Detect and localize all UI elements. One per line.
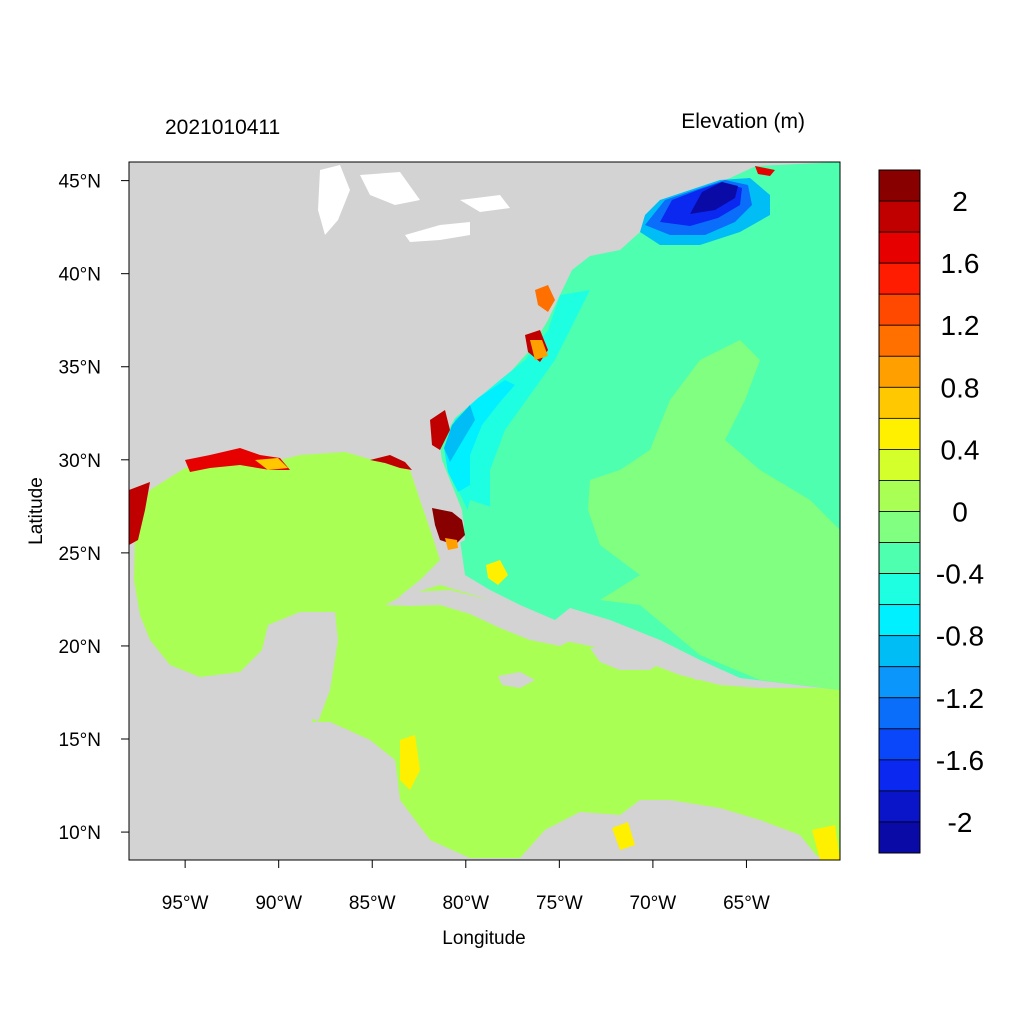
colorbar-tick-label: -1.2 [936, 683, 984, 714]
colorbar-swatch [878, 666, 921, 699]
colorbar-swatch [878, 417, 921, 450]
colorbar-labels: 2 1.6 1.2 0.8 0.4 0 -0.4 -0.8 -1.2 -1.6 -2 [936, 186, 984, 838]
colorbar-swatch [878, 169, 921, 202]
gulf-of-maine-low-4 [690, 182, 738, 214]
colorbar-swatch [878, 355, 921, 388]
colorbar-swatch [878, 635, 921, 668]
caribbean-sea [312, 585, 840, 860]
colorbar-swatch [878, 293, 921, 326]
colorbar-swatch [878, 231, 921, 264]
lat-tick-label: 40°N [59, 265, 101, 286]
louisiana-orange [255, 458, 288, 470]
colorbar-tick-label: 0.4 [941, 434, 980, 465]
colorbar-tick-label: -2 [948, 807, 973, 838]
colorbar-swatch [878, 449, 921, 481]
lat-tick-label: 25°N [59, 544, 101, 565]
puerto-rico-landmass [690, 670, 718, 680]
colorbar-swatch [878, 728, 921, 761]
colorbar-swatch [878, 542, 921, 574]
colorbar-swatch [878, 573, 921, 606]
colorbar-tick-label: 0 [952, 497, 968, 528]
lon-tick-label: 80°W [442, 893, 489, 914]
lat-tick-label: 35°N [59, 358, 101, 379]
yucatan-peninsula [262, 612, 338, 722]
cuba-landmass [385, 590, 572, 646]
cuba-north-yellow [486, 560, 508, 585]
colorbar-swatch [878, 697, 921, 730]
florida-tip-orange [445, 538, 458, 550]
colorbar-swatch [878, 262, 921, 295]
latitude-axis: 45°N 40°N 35°N 30°N 25°N 20°N 15°N 10°N [59, 172, 129, 844]
gulf-of-mexico [134, 452, 440, 677]
great-lakes [318, 165, 510, 242]
longitude-axis: 95°W 90°W 85°W 80°W 75°W 70°W 65°W [162, 860, 770, 914]
georgia-coast-red [430, 410, 450, 450]
colorbar-swatch [878, 790, 921, 823]
lat-tick-label: 15°N [59, 730, 101, 751]
texas-coast-surge [129, 482, 150, 545]
coastal-cyan-band [448, 290, 590, 515]
south-america-landmass [520, 800, 820, 860]
map-panel [129, 162, 840, 860]
big-bend-surge [370, 455, 412, 470]
x-axis-label: Longitude [442, 928, 525, 949]
colorbar-tick-label: -0.8 [936, 621, 984, 652]
central-america-landmass [129, 720, 470, 860]
lon-tick-label: 85°W [349, 893, 396, 914]
colorbar-outline [878, 169, 921, 854]
lat-tick-label: 10°N [59, 823, 101, 844]
jamaica-landmass [498, 672, 535, 688]
lon-tick-label: 90°W [255, 893, 302, 914]
colorbar-swatch [878, 480, 921, 512]
colorbar-swatch [878, 511, 921, 543]
lat-tick-label: 45°N [59, 172, 101, 193]
lon-tick-label: 70°W [630, 893, 677, 914]
lon-tick-label: 95°W [162, 893, 209, 914]
colorbar-swatch [878, 386, 921, 419]
colorbar-swatch [878, 200, 921, 233]
honduras-coast-yellow [400, 735, 420, 790]
colorbar-title: Elevation (m) [681, 110, 805, 133]
lat-tick-label: 30°N [59, 451, 101, 472]
colorbar-tick-label: 0.8 [941, 372, 980, 403]
central-atlantic-region [588, 340, 840, 690]
venezuela-coast-yellow [612, 822, 635, 850]
date-label: 2021010411 [165, 116, 280, 139]
trinidad-coast-yellow [812, 825, 840, 860]
colorbar-tick-label: 2 [952, 186, 968, 217]
colorbar-swatch [878, 604, 921, 637]
lat-tick-label: 20°N [59, 637, 101, 658]
colorbar-swatch [878, 324, 921, 357]
y-axis-label: Latitude [26, 477, 47, 545]
colorbar-tick-label: -0.4 [936, 559, 984, 590]
lon-tick-label: 65°W [723, 893, 770, 914]
colorbar-tick-label: -1.6 [936, 745, 984, 776]
south-florida-surge [432, 508, 465, 545]
nova-scotia-red [755, 166, 775, 176]
colorbar-swatch [878, 759, 921, 792]
colorbar-swatch [878, 821, 921, 854]
coastal-light-blue-band [444, 380, 515, 492]
lon-tick-label: 75°W [536, 893, 583, 914]
coastal-blue-patch [444, 405, 475, 462]
hispaniola-landmass [590, 645, 665, 670]
chesapeake-surge [535, 285, 555, 312]
bahamas-region [460, 500, 580, 620]
map-frame [128, 161, 841, 861]
colorbar-tick-label: 1.2 [941, 310, 980, 341]
colorbar [878, 169, 921, 854]
colorbar-tick-label: 1.6 [941, 248, 980, 279]
carolinas-orange [530, 340, 548, 360]
